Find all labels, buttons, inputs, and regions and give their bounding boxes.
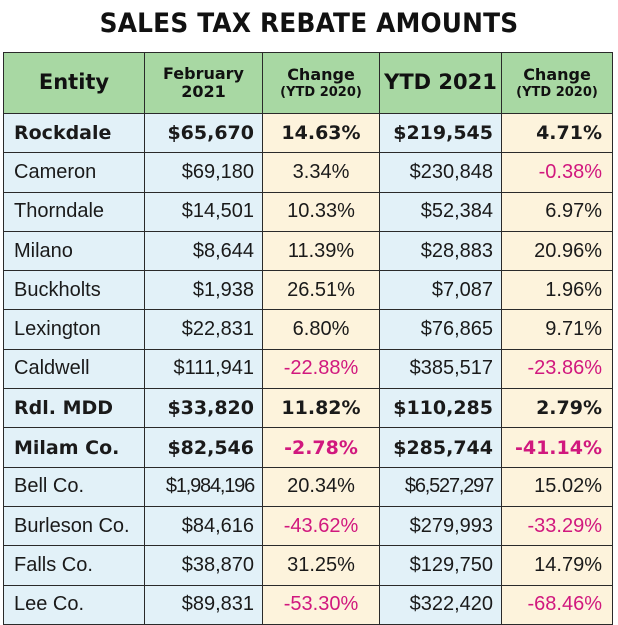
table-row: Lexington $22,831 6.80% $76,865 9.71% xyxy=(3,309,613,350)
header-change-feb: Change (YTD 2020) xyxy=(262,52,380,114)
cell-february: $33,820 xyxy=(144,388,263,429)
cell-entity: Caldwell xyxy=(3,348,145,390)
header-change-ytd-line2: (YTD 2020) xyxy=(516,84,598,100)
cell-ytd: $285,744 xyxy=(379,427,502,468)
header-ytd: YTD 2021 xyxy=(379,52,502,114)
cell-entity: Lexington xyxy=(3,309,145,350)
cell-entity: Cameron xyxy=(3,152,145,193)
sales-tax-table: Entity February 2021 Change (YTD 2020) Y… xyxy=(3,52,613,625)
cell-change-ytd: -23.86% xyxy=(501,348,613,390)
table-row: Thorndale $14,501 10.33% $52,384 6.97% xyxy=(3,191,613,232)
cell-entity: Bell Co. xyxy=(3,466,145,507)
cell-february: $89,831 xyxy=(144,584,263,625)
cell-change-feb: 11.39% xyxy=(262,230,380,272)
cell-ytd: $76,865 xyxy=(379,309,502,350)
table-row: Lee Co. $89,831 -53.30% $322,420 -68.46% xyxy=(3,584,613,625)
cell-entity: Buckholts xyxy=(3,270,145,311)
cell-ytd: $219,545 xyxy=(379,112,502,154)
header-change-feb-line2: (YTD 2020) xyxy=(280,84,362,100)
table-row: Caldwell $111,941 -22.88% $385,517 -23.86% xyxy=(3,348,613,390)
cell-entity: Rockdale xyxy=(3,112,145,154)
cell-change-feb: -22.88% xyxy=(262,348,380,390)
cell-ytd: $52,384 xyxy=(379,191,502,232)
cell-change-ytd: 1.96% xyxy=(501,270,613,311)
table-row: Milano $8,644 11.39% $28,883 20.96% xyxy=(3,230,613,272)
table-row: Bell Co. $1,984,196 20.34% $6,527,297 15.02% xyxy=(3,466,613,507)
cell-change-ytd: 6.97% xyxy=(501,191,613,232)
table-row: Burleson Co. $84,616 -43.62% $279,993 -33.29… xyxy=(3,505,613,547)
cell-change-feb: 31.25% xyxy=(262,545,380,586)
table-row: Milam Co. $82,546 -2.78% $285,744 -41.14% xyxy=(3,427,613,468)
cell-entity: Lee Co. xyxy=(3,584,145,625)
cell-february: $1,938 xyxy=(144,270,263,311)
cell-change-feb: 6.80% xyxy=(262,309,380,350)
header-entity-label: Entity xyxy=(38,70,110,95)
cell-february: $14,501 xyxy=(144,191,263,232)
cell-february: $69,180 xyxy=(144,152,263,193)
table-row: Rockdale $65,670 14.63% $219,545 4.71% xyxy=(3,112,613,154)
cell-entity: Falls Co. xyxy=(3,545,145,586)
cell-ytd: $230,848 xyxy=(379,152,502,193)
cell-entity: Burleson Co. xyxy=(3,505,145,547)
cell-change-feb: -53.30% xyxy=(262,584,380,625)
cell-entity: Rdl. MDD xyxy=(3,388,145,429)
table-row: Rdl. MDD $33,820 11.82% $110,285 2.79% xyxy=(3,388,613,429)
header-february-line2: 2021 xyxy=(181,82,226,101)
cell-ytd: $7,087 xyxy=(379,270,502,311)
cell-ytd: $322,420 xyxy=(379,584,502,625)
page-title: SALES TAX REBATE AMOUNTS xyxy=(99,8,519,39)
cell-change-feb: 26.51% xyxy=(262,270,380,311)
table-body: Rockdale $65,670 14.63% $219,545 4.71% Camero… xyxy=(3,112,613,625)
cell-change-feb: -2.78% xyxy=(262,427,380,468)
cell-change-ytd: -68.46% xyxy=(501,584,613,625)
cell-change-ytd: 4.71% xyxy=(501,112,613,154)
cell-change-feb: 20.34% xyxy=(262,466,380,507)
cell-change-feb: -43.62% xyxy=(262,505,380,547)
table-row: Buckholts $1,938 26.51% $7,087 1.96% xyxy=(3,270,613,311)
cell-change-feb: 10.33% xyxy=(262,191,380,232)
cell-february: $111,941 xyxy=(144,348,263,390)
cell-february: $1,984,196 xyxy=(144,466,263,507)
cell-change-ytd: -0.38% xyxy=(501,152,613,193)
cell-ytd: $279,993 xyxy=(379,505,502,547)
header-february-line1: February xyxy=(163,64,244,84)
cell-entity: Thorndale xyxy=(3,191,145,232)
header-entity: Entity xyxy=(3,52,145,114)
table-row: Falls Co. $38,870 31.25% $129,750 14.79% xyxy=(3,545,613,586)
cell-february: $22,831 xyxy=(144,309,263,350)
header-ytd-label: YTD 2021 xyxy=(384,70,497,95)
cell-ytd: $110,285 xyxy=(379,388,502,429)
header-change-ytd: Change (YTD 2020) xyxy=(501,52,613,114)
header-change-ytd-line1: Change xyxy=(523,65,591,85)
cell-february: $8,644 xyxy=(144,230,263,272)
cell-ytd: $129,750 xyxy=(379,545,502,586)
header-change-feb-line1: Change xyxy=(287,65,355,85)
cell-entity: Milam Co. xyxy=(3,427,145,468)
cell-change-ytd: -41.14% xyxy=(501,427,613,468)
cell-change-feb: 3.34% xyxy=(262,152,380,193)
cell-change-ytd: 14.79% xyxy=(501,545,613,586)
cell-entity: Milano xyxy=(3,230,145,272)
cell-ytd: $28,883 xyxy=(379,230,502,272)
cell-change-feb: 11.82% xyxy=(262,388,380,429)
cell-february: $84,616 xyxy=(144,505,263,547)
cell-february: $38,870 xyxy=(144,545,263,586)
cell-change-ytd: 9.71% xyxy=(501,309,613,350)
cell-change-feb: 14.63% xyxy=(262,112,380,154)
cell-change-ytd: -33.29% xyxy=(501,505,613,547)
cell-ytd: $385,517 xyxy=(379,348,502,390)
table-row: Cameron $69,180 3.34% $230,848 -0.38% xyxy=(3,152,613,193)
cell-change-ytd: 15.02% xyxy=(501,466,613,507)
cell-change-ytd: 2.79% xyxy=(501,388,613,429)
cell-ytd: $6,527,297 xyxy=(379,466,502,507)
cell-change-ytd: 20.96% xyxy=(501,230,613,272)
header-february: February 2021 xyxy=(144,52,263,114)
cell-february: $65,670 xyxy=(144,112,263,154)
cell-february: $82,546 xyxy=(144,427,263,468)
table-header-row: Entity February 2021 Change (YTD 2020) Y… xyxy=(3,52,613,114)
